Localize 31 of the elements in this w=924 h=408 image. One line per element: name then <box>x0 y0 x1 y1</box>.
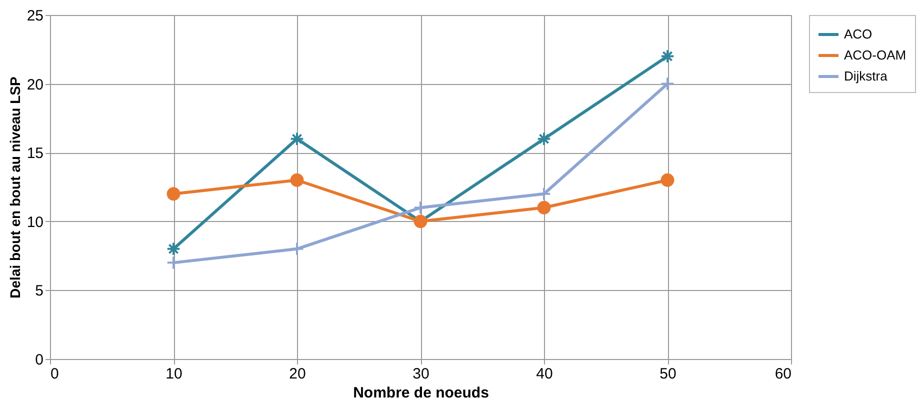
y-tick-label: 5 <box>35 282 44 300</box>
point <box>537 200 551 214</box>
x-axis-title: Nombre de noeuds <box>353 384 489 402</box>
legend-label: ACO <box>844 26 872 42</box>
legend-label: Dijkstra <box>844 68 888 84</box>
y-tick-label: 0 <box>35 352 44 368</box>
point <box>413 200 428 215</box>
y-tick-label: 20 <box>26 76 44 94</box>
x-tick-label: 20 <box>289 366 306 382</box>
x-tick-label: 40 <box>536 366 553 382</box>
x-tick-label: 30 <box>412 366 430 382</box>
x-tick-label: 0 <box>50 366 59 382</box>
point <box>536 186 552 202</box>
legend-label: ACO-OAM <box>844 48 906 62</box>
point <box>166 242 181 256</box>
point <box>660 173 674 187</box>
x-tick-label: 10 <box>166 366 182 382</box>
point <box>660 76 675 91</box>
point <box>290 132 304 146</box>
point <box>536 132 552 146</box>
y-tick-label: 25 <box>26 8 44 24</box>
point <box>290 173 304 187</box>
y-tick-label: 10 <box>26 214 44 231</box>
point <box>290 242 304 256</box>
y-axis-title: Delai bout en bout au niveau LSP <box>6 76 23 298</box>
point <box>166 187 180 201</box>
x-tick-label: 60 <box>774 366 792 382</box>
x-tick-label: 50 <box>660 366 676 382</box>
y-tick-label: 15 <box>26 145 44 162</box>
point <box>660 49 675 64</box>
point <box>166 256 181 270</box>
